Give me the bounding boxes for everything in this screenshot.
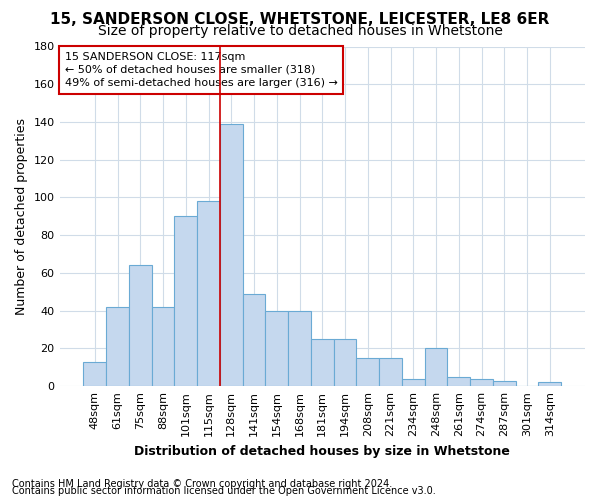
Bar [106, 307, 129, 386]
Bar [265, 310, 288, 386]
Bar [493, 380, 515, 386]
Bar [356, 358, 379, 386]
Bar [334, 339, 356, 386]
Text: Size of property relative to detached houses in Whetstone: Size of property relative to detached ho… [98, 24, 502, 38]
Bar [448, 376, 470, 386]
Text: 15, SANDERSON CLOSE, WHETSTONE, LEICESTER, LE8 6ER: 15, SANDERSON CLOSE, WHETSTONE, LEICESTE… [50, 12, 550, 28]
Bar [197, 201, 220, 386]
Bar [425, 348, 448, 386]
Y-axis label: Number of detached properties: Number of detached properties [15, 118, 28, 315]
Bar [220, 124, 242, 386]
Bar [242, 294, 265, 386]
Bar [152, 307, 175, 386]
Bar [311, 339, 334, 386]
Bar [83, 362, 106, 386]
X-axis label: Distribution of detached houses by size in Whetstone: Distribution of detached houses by size … [134, 444, 510, 458]
Bar [538, 382, 561, 386]
Bar [402, 378, 425, 386]
Text: 15 SANDERSON CLOSE: 117sqm
← 50% of detached houses are smaller (318)
49% of sem: 15 SANDERSON CLOSE: 117sqm ← 50% of deta… [65, 52, 338, 88]
Bar [175, 216, 197, 386]
Text: Contains public sector information licensed under the Open Government Licence v3: Contains public sector information licen… [12, 486, 436, 496]
Text: Contains HM Land Registry data © Crown copyright and database right 2024.: Contains HM Land Registry data © Crown c… [12, 479, 392, 489]
Bar [470, 378, 493, 386]
Bar [379, 358, 402, 386]
Bar [288, 310, 311, 386]
Bar [129, 266, 152, 386]
